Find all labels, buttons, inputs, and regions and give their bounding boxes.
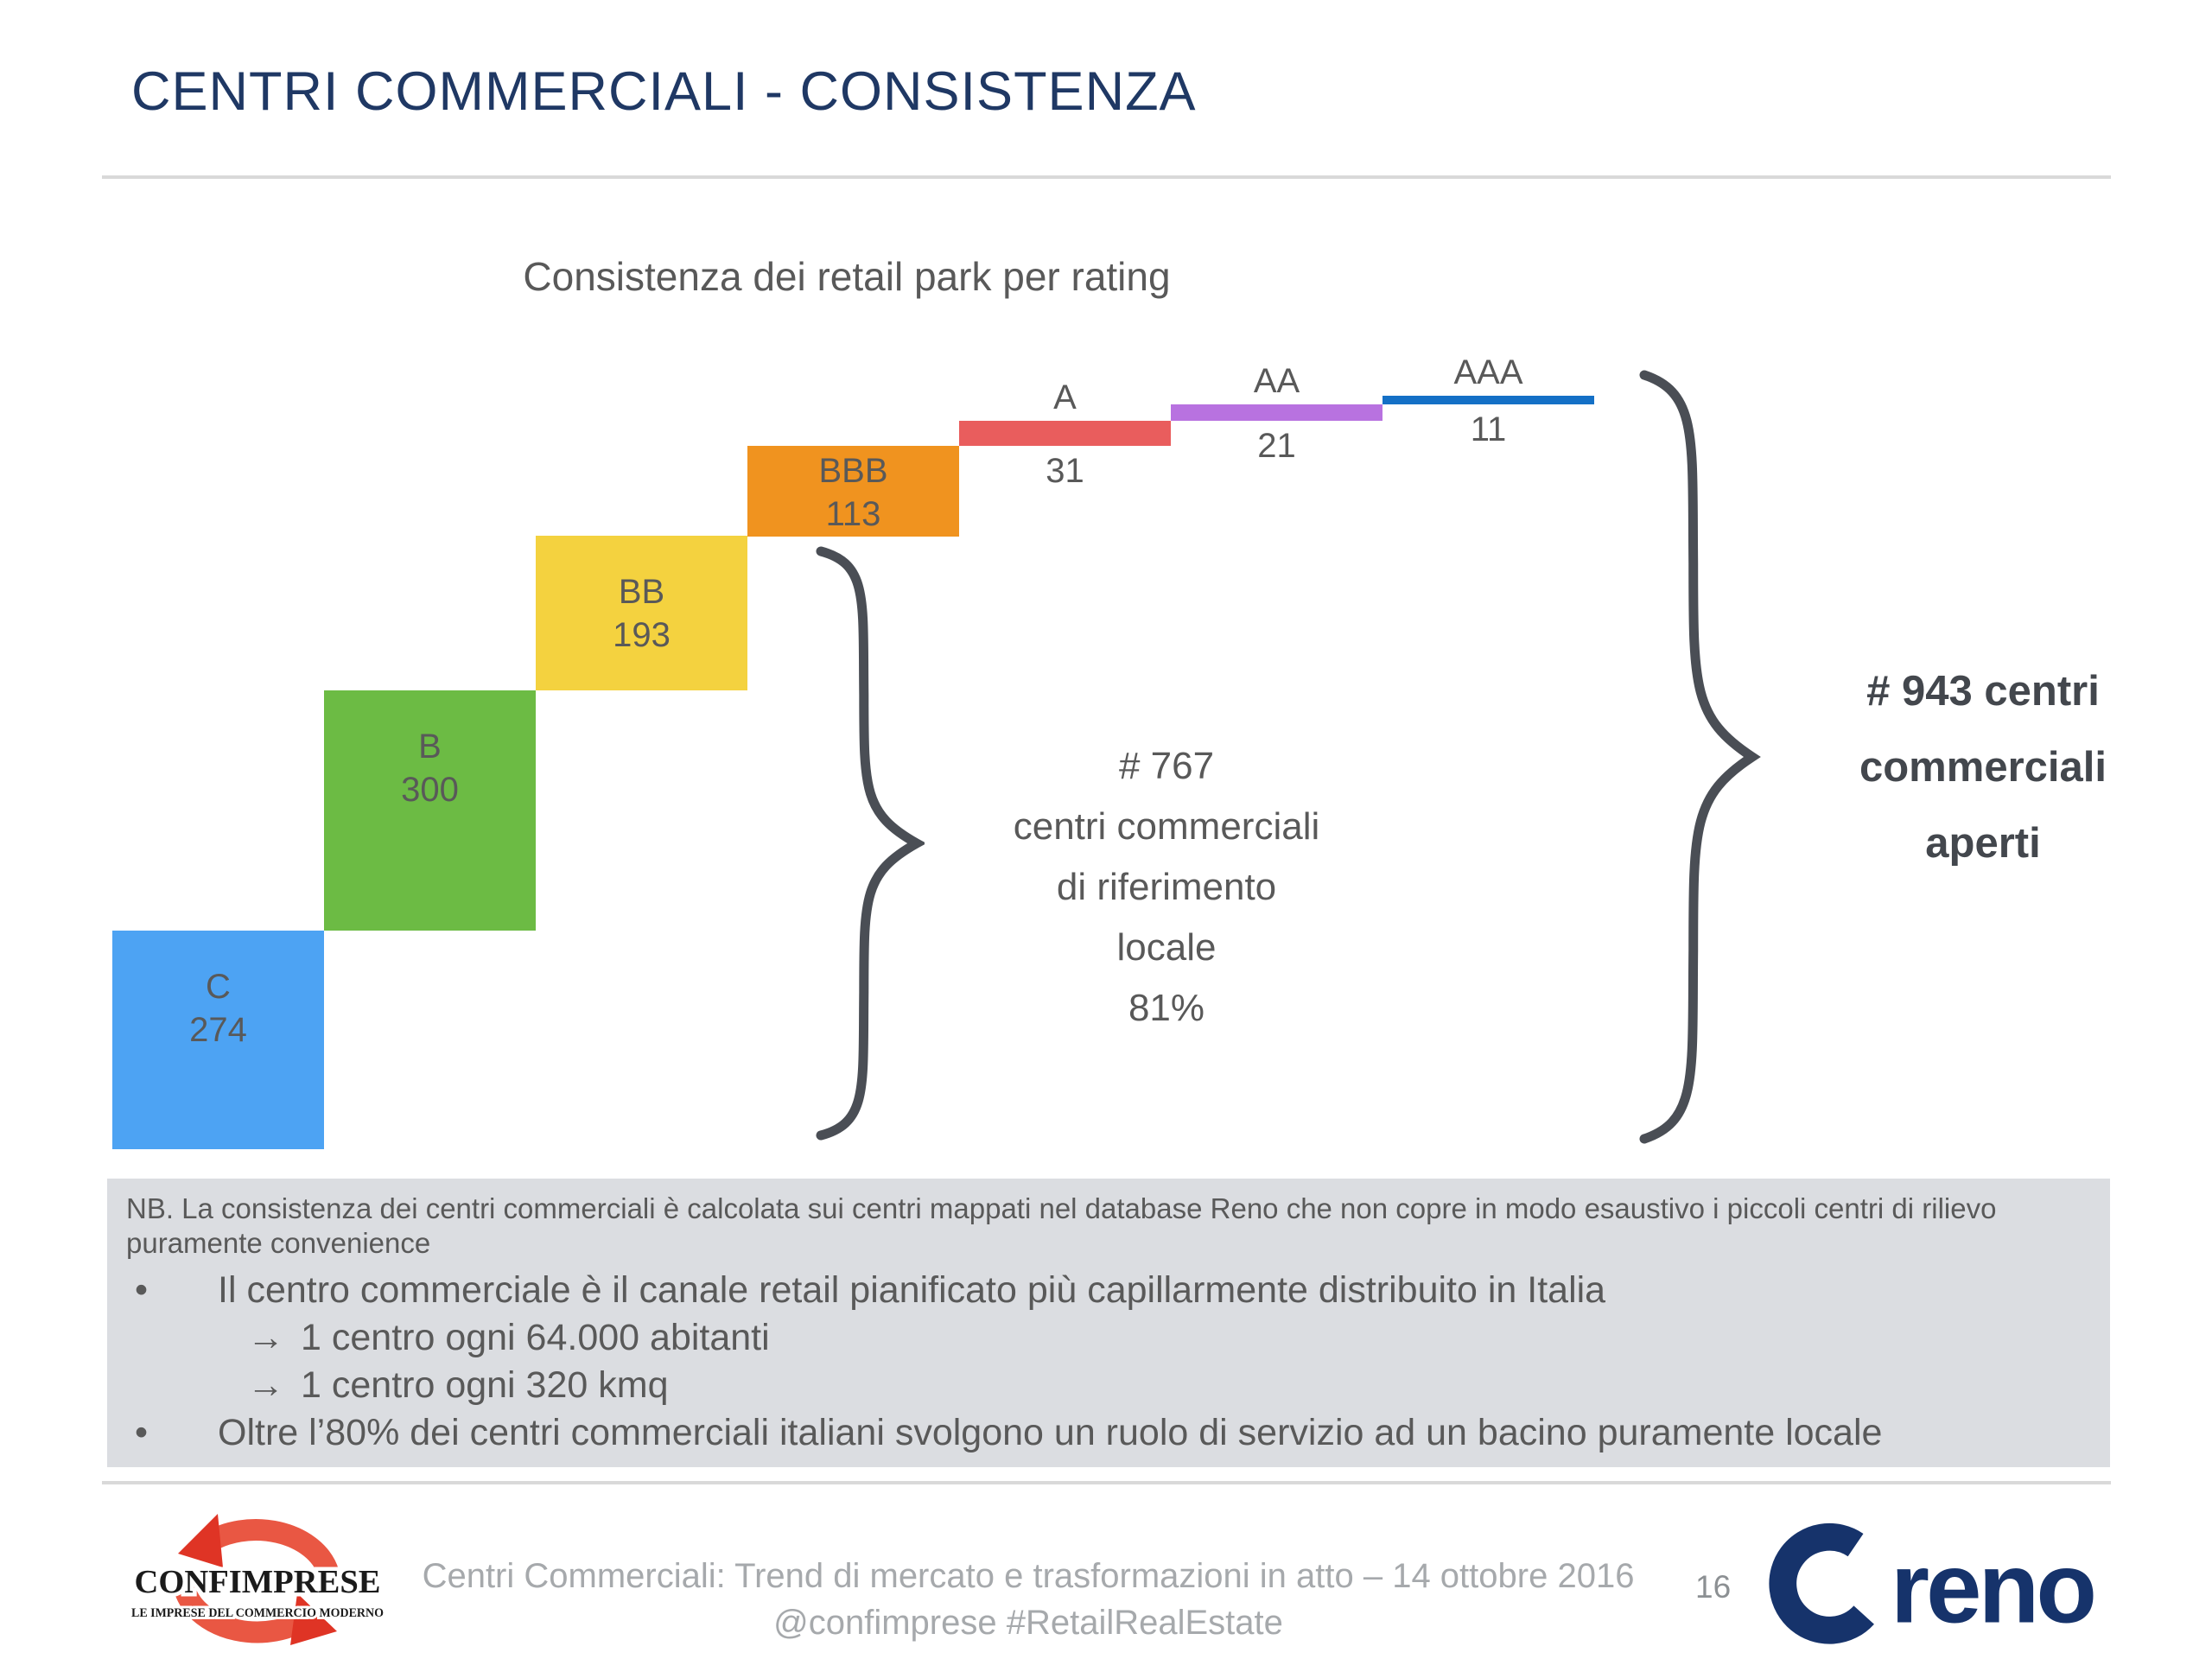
footer-caption-line2: @confimprese #RetailRealEstate <box>773 1604 1283 1642</box>
confimprese-arrow-top-icon <box>200 1519 339 1577</box>
bullet-marker: • <box>135 1412 149 1453</box>
bar-name-BBB: BBB <box>818 452 888 490</box>
bullet-text: Il centro commerciale è il canale retail… <box>218 1269 1606 1311</box>
arrow-marker: → <box>247 1317 284 1358</box>
footer-caption: Centri Commerciali: Trend di mercato e t… <box>346 1553 1711 1646</box>
right-brace-icon <box>1639 370 1761 1144</box>
page-number: 16 <box>1695 1569 1732 1605</box>
bullet-marker: • <box>135 1269 149 1311</box>
bullet-item: • Oltre l’80% dei centri commerciali ital… <box>107 1409 2110 1457</box>
bar-name-A: A <box>1053 378 1077 416</box>
bar-value-A: 31 <box>1046 452 1084 490</box>
bar-value-B: 300 <box>401 771 459 809</box>
note-box: NB. La consistenza dei centri commercial… <box>107 1179 2110 1467</box>
bar-AAA <box>1382 396 1594 404</box>
bar-name-AA: AA <box>1253 362 1300 400</box>
bar-B <box>324 690 536 931</box>
note-943-line: commerciali <box>1859 744 2107 791</box>
confimprese-logo-text: CONFIMPRESE <box>135 1564 381 1600</box>
footer-caption-line1: Centri Commerciali: Trend di mercato e t… <box>422 1557 1635 1595</box>
confimprese-logo-tagline: LE IMPRESE DEL COMMERCIO MODERNO <box>131 1606 384 1620</box>
confimprese-logo: CONFIMPRESE LE IMPRESE DEL COMMERCIO MOD… <box>129 1514 386 1645</box>
bar-name-B: B <box>418 728 442 766</box>
bar-value-C: 274 <box>189 1011 247 1049</box>
arrow-marker: → <box>247 1364 284 1406</box>
bar-C <box>112 931 324 1149</box>
bar-name-AAA: AAA <box>1453 353 1523 391</box>
bar-value-BBB: 113 <box>825 495 881 533</box>
note-943-line: aperti <box>1925 820 2041 867</box>
reno-logo: reno <box>1769 1522 2097 1644</box>
footer-divider <box>102 1481 2111 1484</box>
note-767-line: # 767 <box>1118 745 1215 787</box>
note-767-line: centri commerciali <box>1013 805 1320 848</box>
confimprese-arrowhead-left-icon <box>178 1514 223 1567</box>
left-brace-icon <box>816 546 925 1141</box>
note-943-line: # 943 centri <box>1866 668 2100 715</box>
bar-A <box>959 421 1171 446</box>
local-centers-note: # 767 centri commerciali di riferimento loc… <box>933 736 1400 1039</box>
brace-right-path <box>1639 370 1761 1144</box>
note-767-line: di riferimento <box>1056 866 1277 908</box>
nb-note-text: NB. La consistenza dei centri commercial… <box>126 1192 1997 1259</box>
bullet-text: 1 centro ogni 320 kmq <box>301 1364 669 1406</box>
bar-BB <box>536 536 747 690</box>
confimprese-arrow-bottom-icon <box>175 1586 316 1643</box>
bar-value-BB: 193 <box>613 616 671 654</box>
bar-AA <box>1171 404 1382 421</box>
page-title: CENTRI COMMERCIALI - CONSISTENZA <box>131 61 1197 122</box>
arrow-subitem: → 1 centro ogni 64.000 abitanti <box>107 1314 2110 1362</box>
reno-logo-text: reno <box>1891 1532 2094 1644</box>
bullet-item: • Il centro commerciale è il canale retai… <box>107 1267 2110 1314</box>
note-767-line: locale <box>1116 926 1217 969</box>
bar-value-AA: 21 <box>1257 427 1296 465</box>
bullet-list: • Il centro commerciale è il canale retai… <box>107 1267 2110 1457</box>
bar-name-BB: BB <box>618 573 665 611</box>
title-divider <box>102 175 2111 179</box>
confimprese-arrowhead-right-icon <box>290 1593 337 1645</box>
total-centers-note: # 943 centri commerciali aperti <box>1780 653 2186 881</box>
brace-left-path <box>816 546 925 1141</box>
bullet-text: Oltre l’80% dei centri commerciali itali… <box>218 1412 1883 1453</box>
waterfall-chart: C 274 B 300 BB 193 BBB 113 A 31 AA 21 AAA 11 <box>112 353 1594 1149</box>
bullet-text: 1 centro ogni 64.000 abitanti <box>301 1317 770 1358</box>
bar-value-AAA: 11 <box>1470 410 1507 448</box>
note-767-line: 81% <box>1128 987 1205 1029</box>
bar-BBB <box>747 446 959 537</box>
bar-name-C: C <box>206 968 231 1006</box>
chart-title: Consistenza dei retail park per rating <box>523 254 1171 299</box>
arrow-subitem: → 1 centro ogni 320 kmq <box>107 1362 2110 1409</box>
reno-swoosh-icon <box>1769 1522 1874 1644</box>
